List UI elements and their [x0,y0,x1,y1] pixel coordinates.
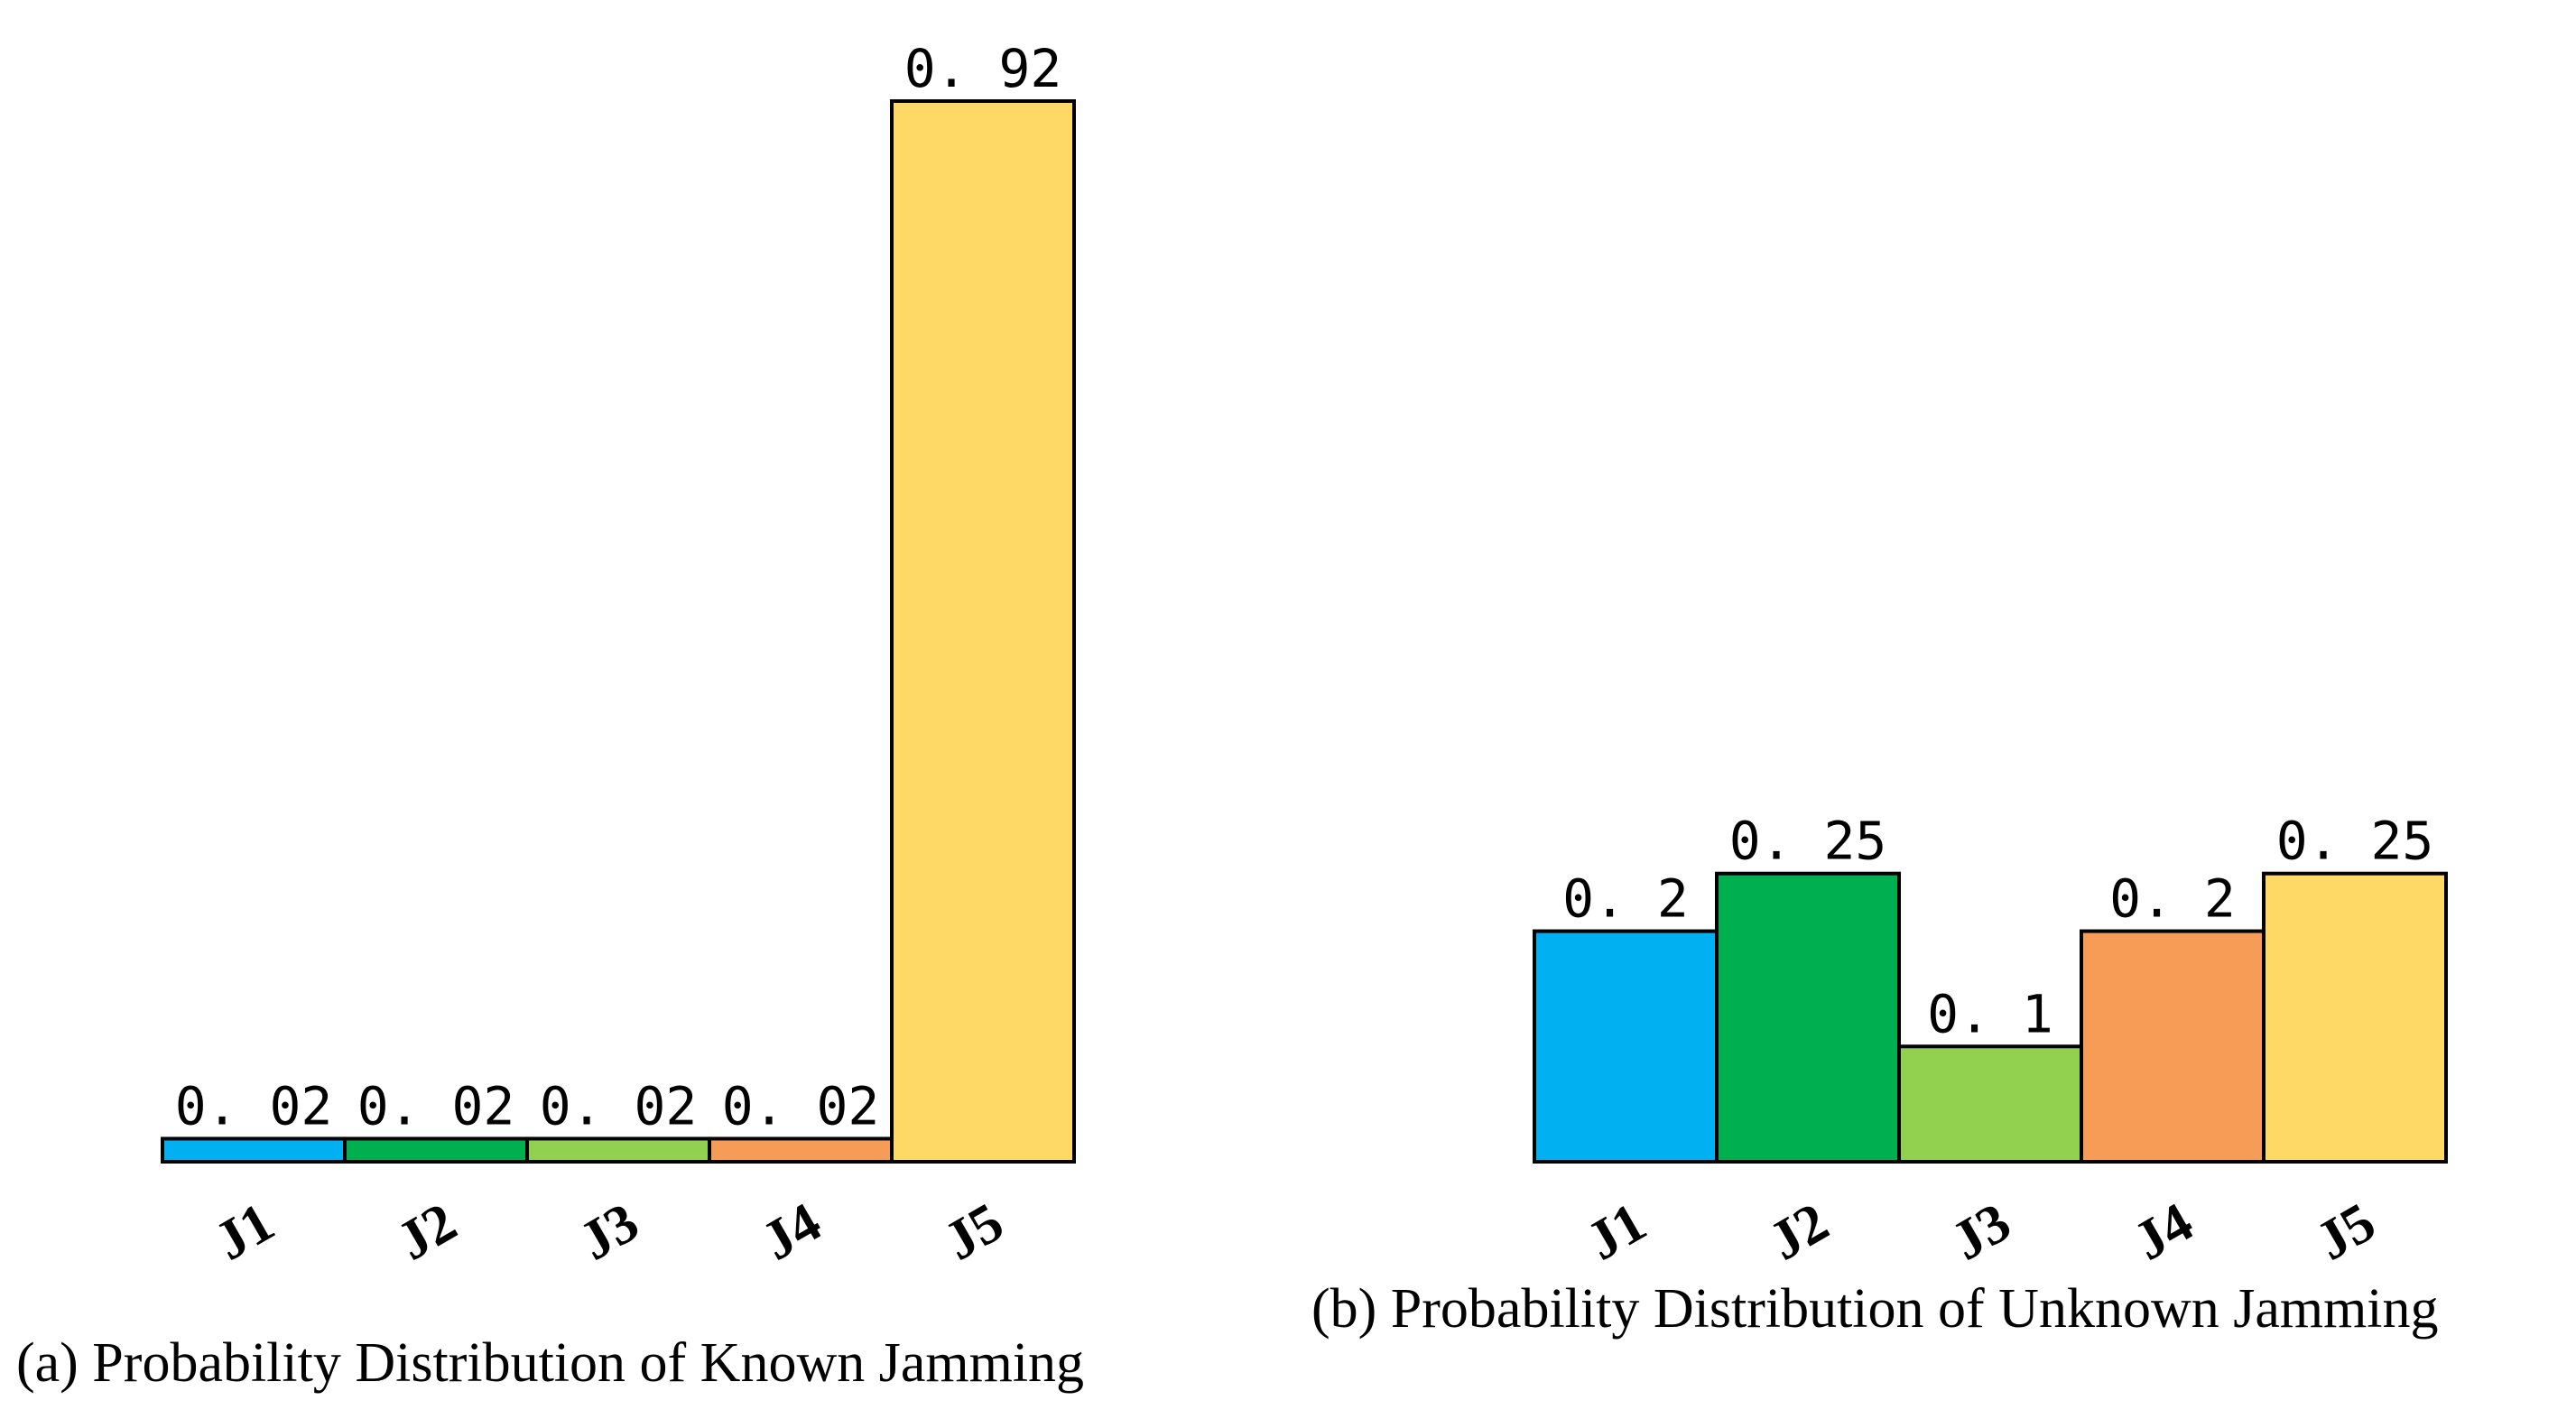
chart-unknown-jamming: 0. 2 J1 0. 25 J2 0. 1 J3 0. 2 J4 0. 25 J5(b) Prob… [1311,811,2448,1340]
tick-label-j5-b: J5 [2306,1192,2386,1273]
value-label-j2-a: 0. 02 [357,1075,515,1136]
chart-known-jamming: 0. 02 J1 0. 02 J2 0. 02 J3 0. 02 J4 0. 92 J5 (a) P… [16,38,1084,1394]
bar-j3-b [1897,1044,2083,1164]
value-label-j2-b: 0. 25 [1729,811,1887,872]
tick-label-j3-b: J3 [1941,1192,2021,1273]
bar-j5-a [890,99,1076,1164]
chart-caption-b: (b) Probability Distribution of Unknown … [1311,1278,2439,1340]
tick-label-j1-a: J1 [205,1192,284,1273]
value-label-j1-a: 0. 02 [175,1075,333,1136]
tick-label-j5-a: J5 [934,1192,1014,1273]
value-label-j3-a: 0. 02 [540,1075,698,1136]
value-label-j5-a: 0. 92 [904,38,1062,99]
bar-j3-a [525,1136,711,1164]
tick-label-j2-a: J2 [387,1192,467,1273]
value-label-j3-b: 0. 1 [1927,983,2053,1044]
bar-j5-b [2262,871,2448,1164]
tick-label-j4-a: J4 [752,1192,831,1273]
tick-label-j2-b: J2 [1759,1192,1839,1273]
bar-j4-b [2080,929,2266,1164]
bar-j1-b [1533,929,1719,1164]
bar-j2-b [1715,871,1901,1164]
value-label-j4-b: 0. 2 [2109,868,2236,930]
tick-label-j1-b: J1 [1577,1192,1656,1273]
bar-j4-a [708,1136,894,1164]
value-label-j5-b: 0. 25 [2276,811,2434,872]
tick-label-j3-a: J3 [570,1192,649,1273]
tick-label-j4-b: J4 [2124,1192,2203,1273]
bar-j1-a [161,1136,347,1164]
bar-j2-a [343,1136,529,1164]
value-label-j4-a: 0. 02 [722,1075,880,1136]
value-label-j1-b: 0. 2 [1562,868,1689,930]
chart-caption-a: (a) Probability Distribution of Known Ja… [16,1332,1084,1394]
